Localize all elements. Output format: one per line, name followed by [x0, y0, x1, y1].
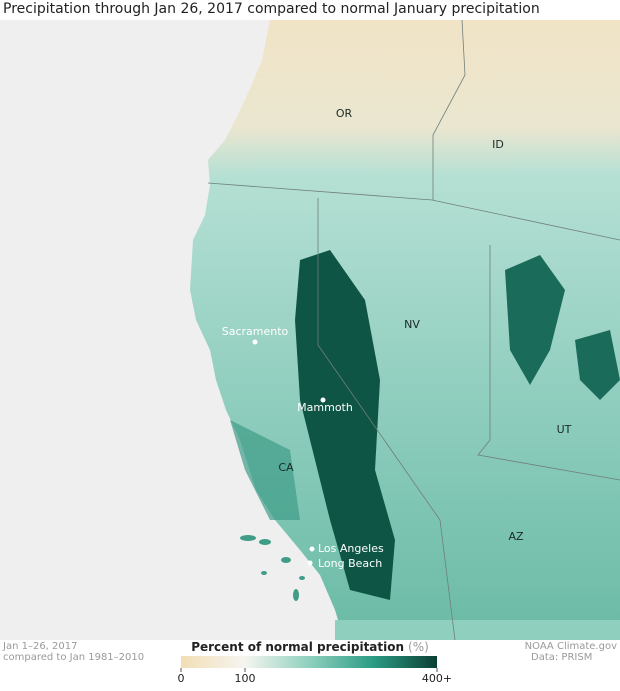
city-label: Sacramento — [222, 325, 289, 338]
footer-source: Data: PRISM — [531, 652, 592, 663]
land — [190, 20, 620, 620]
land-south — [335, 620, 620, 640]
sierra-high — [295, 250, 395, 600]
city-label: Long Beach — [318, 557, 382, 570]
footer-period: Jan 1–26, 2017 — [2, 641, 78, 652]
legend-ticks: 0 100 400+ — [178, 668, 452, 685]
title: Precipitation through Jan 26, 2017 compa… — [3, 1, 540, 17]
footer-baseline: compared to Jan 1981–2010 — [3, 652, 144, 663]
mid-area — [230, 420, 300, 520]
tick-label: 400+ — [422, 672, 452, 685]
state-label: UT — [557, 423, 572, 436]
state-label: AZ — [508, 530, 524, 543]
state-label: OR — [336, 107, 353, 120]
high-area — [505, 255, 565, 385]
city-label: Los Angeles — [318, 542, 384, 555]
state-label: NV — [404, 318, 420, 331]
legend-title: Percent of normal precipitation (%) — [191, 640, 429, 654]
footer-credit: NOAA Climate.gov — [525, 641, 617, 652]
tick-label: 0 — [178, 672, 185, 685]
legend-unit: (%) — [408, 640, 429, 654]
state-label: ID — [492, 138, 504, 151]
islands — [240, 535, 305, 601]
tick-label: 100 — [235, 672, 256, 685]
legend-colorbar — [181, 656, 437, 668]
city-label: Mammoth — [297, 401, 353, 414]
high-area — [575, 330, 620, 400]
city-dots — [252, 339, 326, 566]
state-label: CA — [278, 461, 294, 474]
state-borders — [207, 19, 620, 641]
legend-title-text: Percent of normal precipitation — [191, 640, 404, 654]
